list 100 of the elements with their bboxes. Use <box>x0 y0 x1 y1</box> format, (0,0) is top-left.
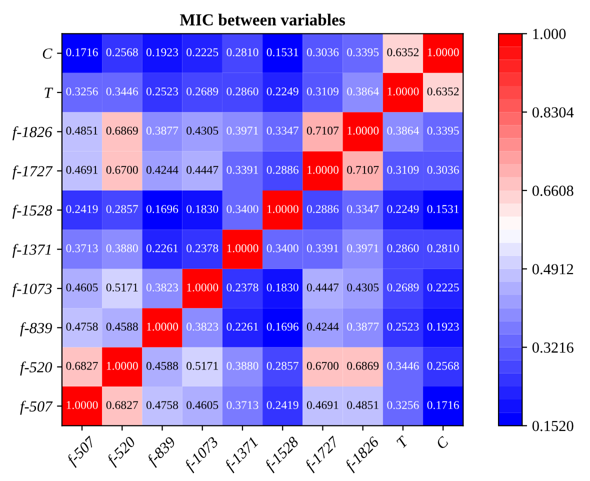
data-label: 1.0000 <box>348 126 379 135</box>
data-label: 0.2225 <box>427 283 459 292</box>
data-label: 0.3347 <box>266 126 299 135</box>
data-label: 0.6869 <box>106 126 138 135</box>
color-bar-label: 1.000 <box>533 28 566 40</box>
data-label: 0.3400 <box>266 244 298 252</box>
data-label: 0.2857 <box>266 362 299 370</box>
data-label: 0.6352 <box>427 87 459 96</box>
data-label: 0.6869 <box>347 362 379 370</box>
data-label: 0.4851 <box>347 401 378 410</box>
data-label: 0.4758 <box>146 401 178 410</box>
data-label: 1.0000 <box>187 283 218 292</box>
data-label: 0.3877 <box>146 126 178 135</box>
data-label: 0.1696 <box>266 322 298 331</box>
data-label: 0.3971 <box>347 244 378 252</box>
data-label: 0.4305 <box>347 283 379 292</box>
color-bar-label: 0.8304 <box>532 107 574 118</box>
x-tick-label: C <box>436 436 450 450</box>
data-label: 0.1923 <box>427 322 459 331</box>
data-label: 0.3036 <box>427 166 459 174</box>
data-label: 0.2689 <box>387 283 419 292</box>
data-label: 1.0000 <box>428 48 459 56</box>
data-label: 0.2261 <box>226 322 258 331</box>
data-label: 0.3256 <box>66 87 98 96</box>
data-label: 0.3347 <box>347 205 379 214</box>
y-tick-label: f-507 <box>20 400 53 415</box>
x-tick-label: T <box>396 435 410 448</box>
data-label: 0.3446 <box>106 87 138 96</box>
data-label: 0.2225 <box>186 48 218 56</box>
data-label: 0.4851 <box>66 126 98 135</box>
data-label: 0.2523 <box>146 87 178 96</box>
data-label: 0.3400 <box>226 205 258 214</box>
data-label: 1.0000 <box>147 322 178 331</box>
data-label: 0.3036 <box>306 48 339 56</box>
data-label: 0.7107 <box>306 126 339 135</box>
data-label: 0.3109 <box>387 166 419 174</box>
data-label: 0.3713 <box>226 401 258 410</box>
data-label: 0.3109 <box>306 87 338 96</box>
data-label: 0.2568 <box>106 48 138 56</box>
data-label: 0.3391 <box>306 244 338 252</box>
data-label: 0.2261 <box>146 244 178 252</box>
data-label: 0.2419 <box>266 401 298 410</box>
data-label: 0.2689 <box>186 87 218 96</box>
data-label: 0.3446 <box>387 362 419 370</box>
data-label: 0.5171 <box>106 283 138 292</box>
data-label: 0.3864 <box>347 87 379 96</box>
data-label: 0.3713 <box>66 244 98 252</box>
data-label: 0.4691 <box>66 166 98 174</box>
data-label: 0.4244 <box>306 322 339 331</box>
data-label: 0.2568 <box>427 362 459 370</box>
color-bar-label: 0.4912 <box>532 264 574 274</box>
data-label: 0.2857 <box>106 205 138 214</box>
data-label: 0.3880 <box>226 362 258 370</box>
data-label: 0.4305 <box>186 126 218 135</box>
data-label: 0.3877 <box>347 322 379 331</box>
data-label: 0.3880 <box>106 244 138 252</box>
y-tick-label: f-1528 <box>12 204 52 219</box>
data-label: 0.2249 <box>387 205 419 214</box>
y-tick-label: f-1371 <box>12 244 51 258</box>
data-label: 0.4447 <box>306 283 339 292</box>
data-label: 0.2886 <box>266 166 298 174</box>
data-label: 0.1716 <box>427 401 459 410</box>
y-tick-label: f-1826 <box>12 126 52 140</box>
data-label: 0.4244 <box>146 166 178 174</box>
data-label: 0.2886 <box>306 205 339 214</box>
data-label: 0.2860 <box>226 87 258 96</box>
color-bar-label: 0.6608 <box>532 186 574 196</box>
data-label: 0.1531 <box>427 205 459 214</box>
data-label: 0.2860 <box>387 244 419 252</box>
data-label: 0.1531 <box>266 48 298 56</box>
data-label: 0.3395 <box>347 48 379 56</box>
data-label: 0.7107 <box>347 166 379 174</box>
data-label: 0.4691 <box>306 401 338 410</box>
y-tick-label: f-1727 <box>12 165 53 180</box>
data-label: 0.3391 <box>226 166 258 174</box>
data-label: 0.6827 <box>66 362 98 370</box>
data-label: 1.0000 <box>227 244 258 252</box>
data-label: 1.0000 <box>66 401 98 410</box>
data-label: 0.1923 <box>146 48 178 56</box>
data-label: 0.6700 <box>306 362 339 370</box>
data-label: 0.2249 <box>266 87 298 96</box>
data-label: 0.1696 <box>146 205 178 214</box>
data-label: 0.6352 <box>387 48 419 56</box>
data-label: 0.2810 <box>427 244 459 252</box>
data-label: 0.2523 <box>387 322 419 331</box>
color-bar-label: 0.3216 <box>532 342 574 353</box>
data-label: 0.6827 <box>106 401 138 410</box>
data-label: 1.0000 <box>388 87 419 96</box>
y-tick-label: C <box>42 48 52 59</box>
chart-title: MIC between variables <box>180 14 345 26</box>
data-label: 0.4605 <box>66 283 98 292</box>
data-label: 0.2419 <box>66 205 98 214</box>
data-label: 0.3256 <box>387 401 419 410</box>
data-label: 0.4447 <box>186 166 218 174</box>
data-label: 0.1830 <box>266 283 298 292</box>
data-label: 0.1716 <box>66 48 98 56</box>
data-label: 0.2378 <box>186 244 218 252</box>
y-tick-label: f-1073 <box>12 283 52 298</box>
data-label: 0.2810 <box>226 48 258 56</box>
data-label: 0.4758 <box>66 322 98 331</box>
